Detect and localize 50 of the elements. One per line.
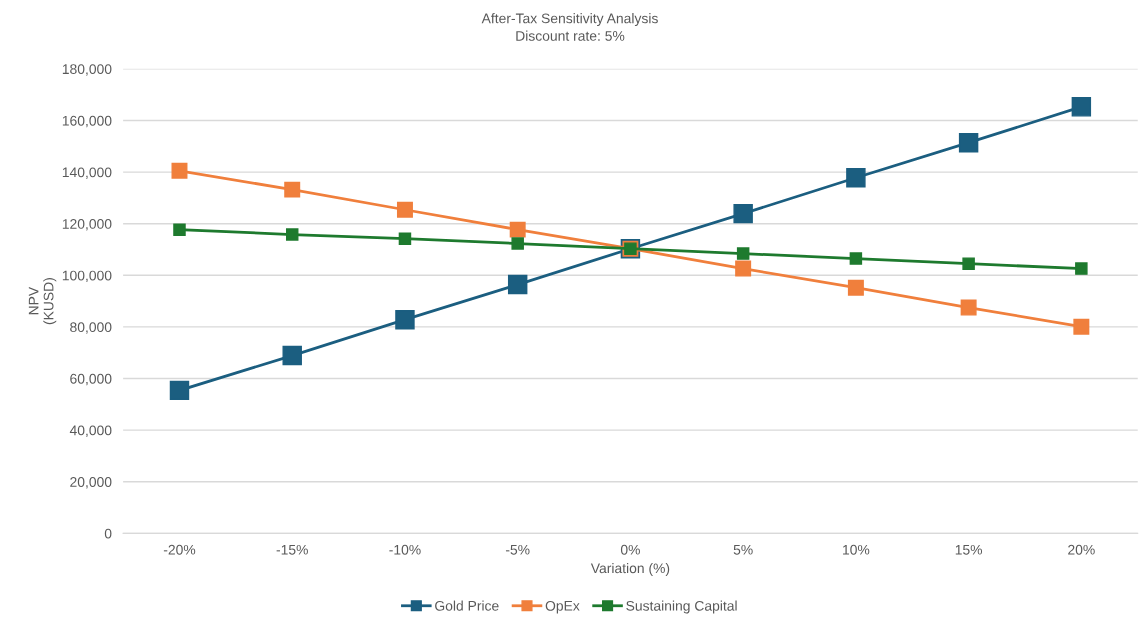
y-axis-title: NPV (KUSD) — [28, 278, 57, 325]
point — [1075, 262, 1088, 275]
point — [169, 380, 190, 401]
point — [509, 221, 526, 238]
x-tick-label: -5% — [505, 544, 530, 555]
x-tick-label: -15% — [276, 544, 308, 555]
y-tick-label: 20,000 — [70, 477, 112, 489]
chart-subtitle: Discount rate: 5% — [516, 30, 625, 41]
point — [733, 203, 753, 224]
point — [958, 132, 979, 153]
point — [171, 162, 188, 179]
point — [960, 299, 977, 316]
y-tick-label: 80,000 — [70, 322, 112, 334]
x-axis-title: Variation (%) — [590, 562, 670, 576]
point — [1071, 97, 1092, 117]
point — [511, 237, 524, 250]
point — [847, 279, 864, 296]
x-tick-label: 0% — [620, 544, 640, 555]
point — [736, 247, 750, 260]
point — [285, 228, 299, 241]
chart-title: After-Tax Sensitivity Analysis — [481, 13, 658, 27]
point — [396, 201, 413, 218]
point — [735, 260, 752, 277]
point — [284, 181, 301, 198]
point — [1073, 318, 1090, 335]
point — [849, 252, 863, 265]
legend-label: Sustaining Capital — [626, 600, 737, 614]
x-tick-label: 15% — [955, 544, 983, 555]
y-tick-label: 100,000 — [62, 270, 112, 283]
point — [962, 257, 975, 270]
y-tick-label: 40,000 — [69, 425, 112, 437]
point — [282, 345, 302, 366]
point — [395, 309, 415, 330]
y-tick-label: 0 — [104, 528, 112, 539]
x-tick-label: -20% — [163, 544, 196, 555]
x-tick-label: 10% — [843, 544, 870, 555]
point — [507, 274, 528, 295]
legend-label: OpEx — [545, 600, 580, 614]
x-tick-label: 20% — [1068, 544, 1095, 555]
y-tick-label: 120,000 — [62, 219, 112, 231]
y-tick-label: 140,000 — [62, 167, 112, 179]
point — [398, 232, 412, 245]
legend-label: Gold Price — [435, 600, 499, 611]
point — [846, 168, 866, 188]
x-tick-label: -10% — [389, 544, 421, 555]
point — [173, 223, 186, 236]
y-tick-label: 160,000 — [62, 115, 112, 128]
y-tick-label: 60,000 — [70, 373, 112, 386]
x-tick-label: 5% — [733, 544, 753, 555]
y-tick-label: 180,000 — [62, 64, 112, 76]
